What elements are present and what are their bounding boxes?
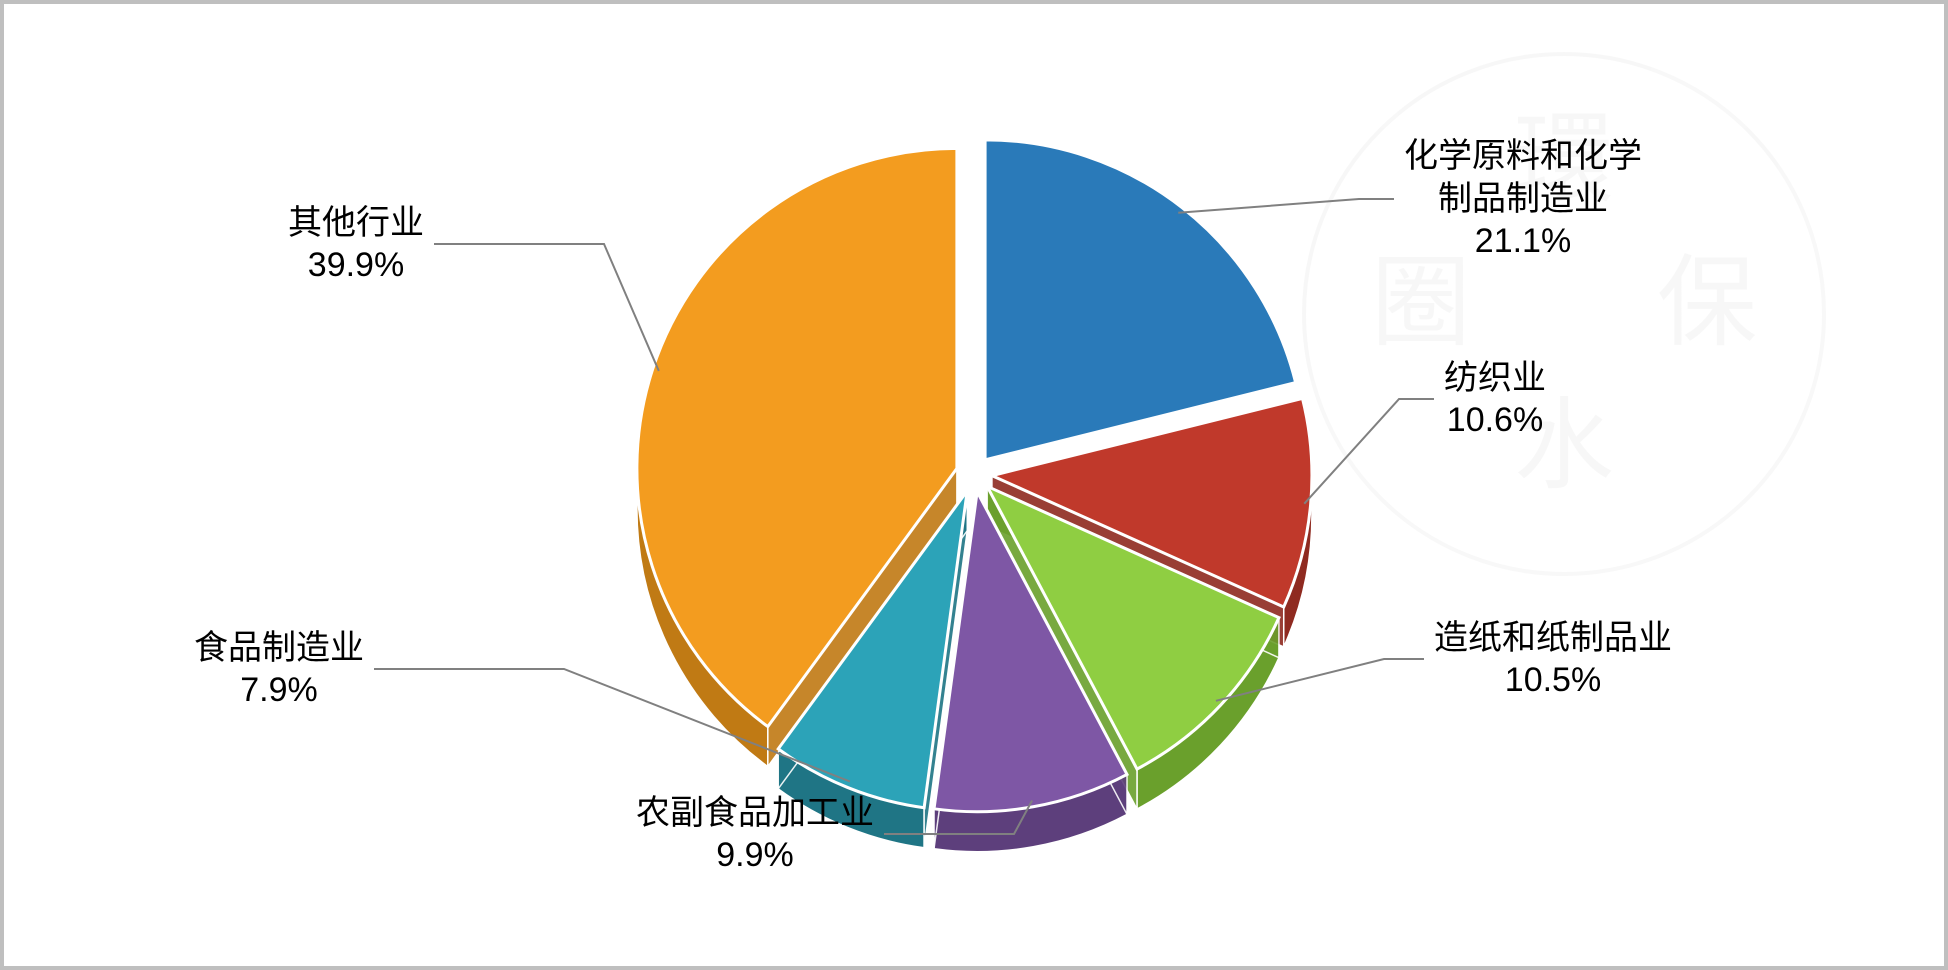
slice-label: 化学原料和化学制品制造业21.1% — [1404, 135, 1642, 263]
slice-label: 纺织业10.6% — [1444, 357, 1546, 442]
slice-label: 农副食品加工业9.9% — [636, 792, 874, 877]
chart-frame: 環保水圈 化学原料和化学制品制造业21.1%纺织业10.6%造纸和纸制品业10.… — [0, 0, 1948, 970]
slice-label: 食品制造业7.9% — [194, 627, 364, 712]
slice-label-line1: 食品制造业 — [194, 627, 364, 670]
slice-label-percent: 21.1% — [1404, 220, 1642, 263]
svg-text:保: 保 — [1657, 248, 1757, 359]
slice-label-line1: 其他行业 — [288, 202, 424, 245]
leader-line — [434, 244, 659, 371]
watermark: 環保水圈 — [1304, 54, 1824, 574]
slice-label-line2: 制品制造业 — [1404, 178, 1642, 221]
slice-label-percent: 39.9% — [288, 244, 424, 287]
slice-label: 其他行业39.9% — [288, 202, 424, 287]
pie-chart-svg: 環保水圈 — [4, 4, 1948, 970]
slice-label-line1: 化学原料和化学 — [1404, 135, 1642, 178]
slice-label-line1: 纺织业 — [1444, 357, 1546, 400]
leader-line — [1178, 199, 1394, 213]
slice-label-percent: 9.9% — [636, 834, 874, 877]
slice-label-line1: 农副食品加工业 — [636, 792, 874, 835]
svg-text:圈: 圈 — [1371, 248, 1471, 359]
slice-label-line1: 造纸和纸制品业 — [1434, 617, 1672, 660]
slice-label: 造纸和纸制品业10.5% — [1434, 617, 1672, 702]
slice-label-percent: 10.6% — [1444, 399, 1546, 442]
slice-label-percent: 10.5% — [1434, 659, 1672, 702]
slice-label-percent: 7.9% — [194, 669, 364, 712]
